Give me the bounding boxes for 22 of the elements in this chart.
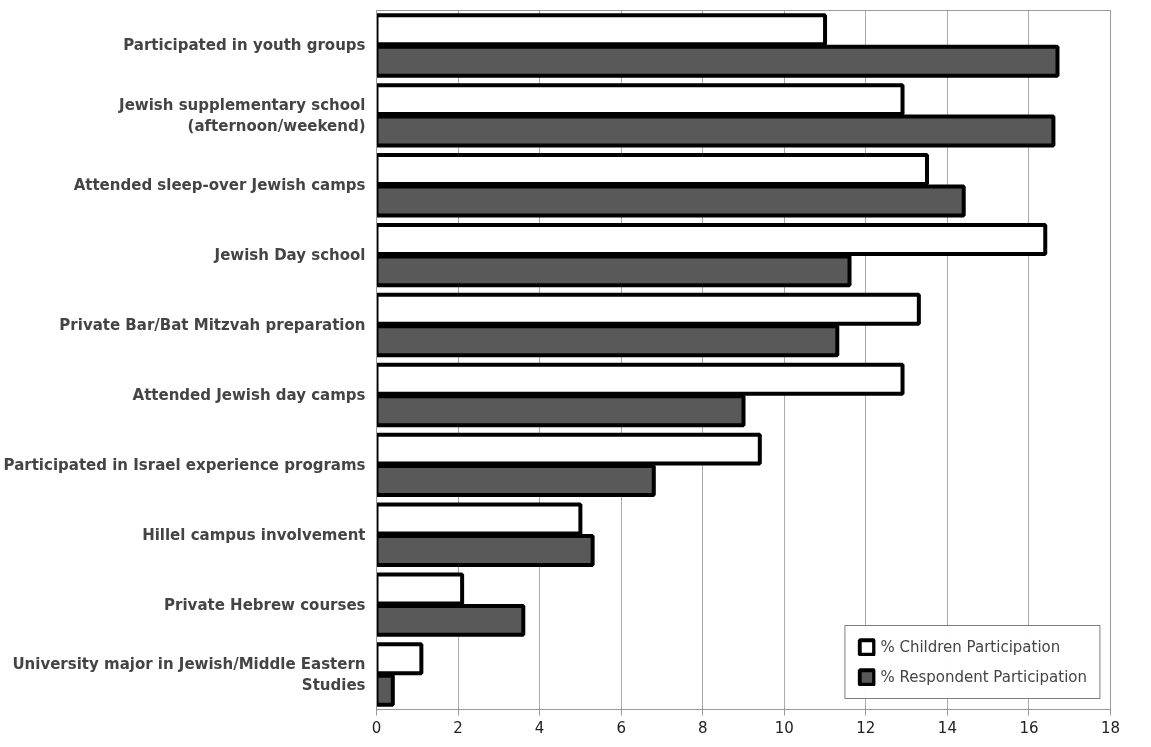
x-tick-label: 4: [534, 718, 545, 737]
x-tick-label: 8: [697, 718, 708, 737]
y-tick-label: Jewish supplementary school (afternoon/weekend): [118, 95, 366, 136]
legend-label: % Respondent Participation: [880, 668, 1087, 686]
legend-label: % Children Participation: [880, 638, 1061, 656]
x-tick-label: 18: [1100, 718, 1121, 737]
y-tick-label: University major in Jewish/Middle Eastern Studies: [12, 654, 366, 695]
x-tick-label: 0: [371, 718, 382, 737]
y-tick-label: Attended Jewish day camps: [132, 385, 366, 404]
y-tick-label: Private Bar/Bat Mitzvah preparation: [59, 316, 366, 335]
y-tick-label: Private Hebrew courses: [164, 595, 366, 614]
x-tick-label: 16: [1019, 718, 1039, 737]
y-tick-label: Participated in youth groups: [123, 36, 366, 55]
y-tick-label: Hillel campus involvement: [142, 525, 366, 544]
y-tick-label: Participated in Israel experience programs: [3, 455, 366, 474]
y-tick-label: Jewish Day school: [213, 246, 366, 265]
x-tick-label: 10: [774, 718, 794, 737]
x-tick-label: 2: [453, 718, 463, 737]
x-tick-label: 6: [616, 718, 626, 737]
x-tick-label: 12: [856, 718, 876, 737]
x-tick-label: 14: [937, 718, 957, 737]
y-tick-label: Attended sleep-over Jewish camps: [73, 176, 366, 195]
